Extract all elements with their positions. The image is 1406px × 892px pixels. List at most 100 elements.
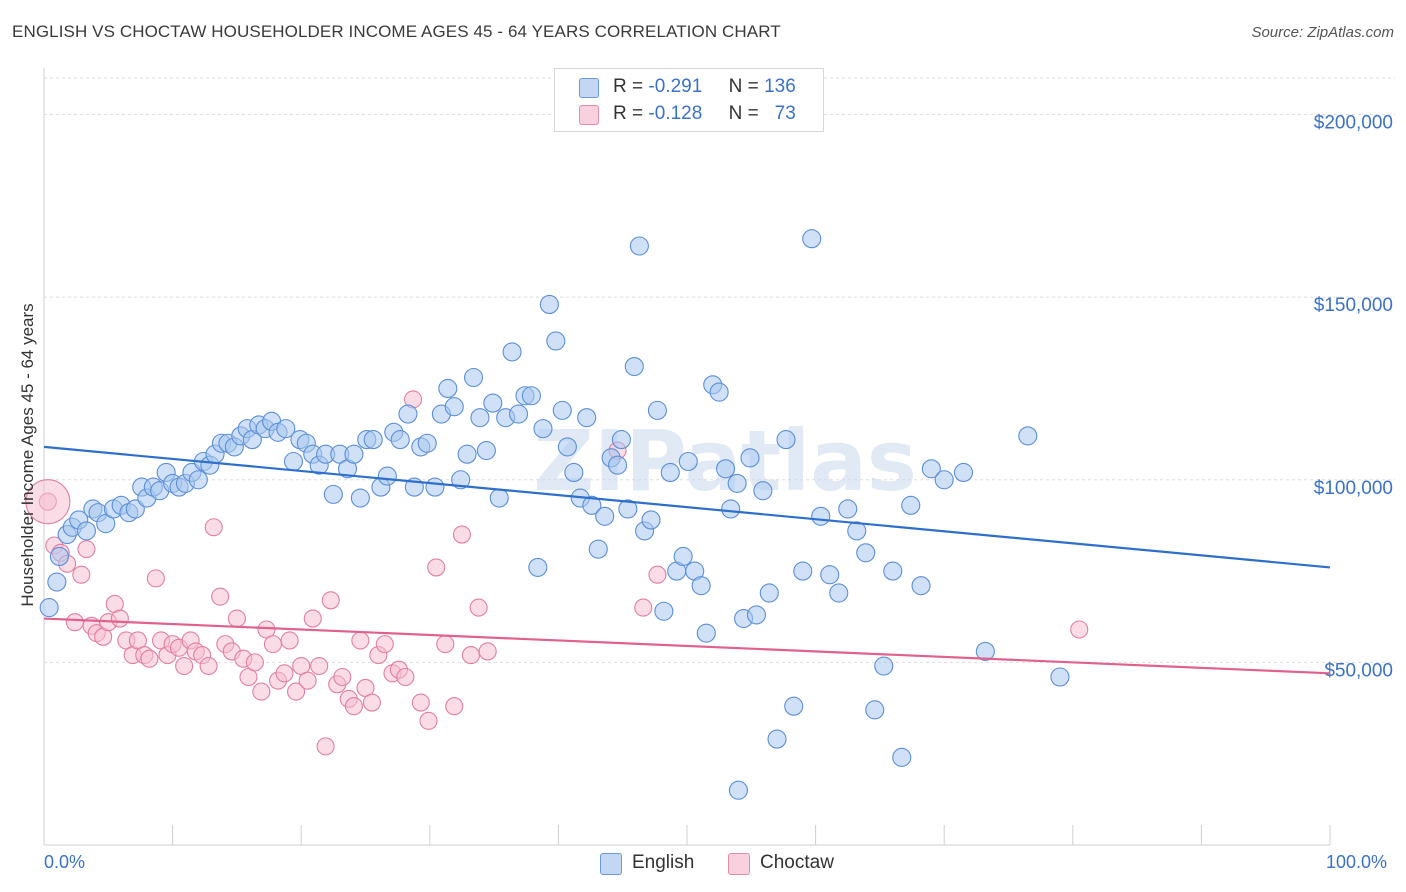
choctaw-point [275, 664, 294, 683]
english-point [363, 430, 383, 450]
english-point [521, 386, 541, 406]
stats-legend: R = -0.291 N = 136 R = -0.128 N = 73 [554, 68, 824, 132]
english-point [820, 565, 840, 585]
english-point [953, 462, 974, 483]
choctaw-point [419, 711, 438, 730]
english-point [892, 747, 912, 767]
english-point [425, 477, 445, 497]
english-point [582, 495, 602, 515]
english-point [502, 342, 522, 362]
english-legend-swatch [600, 853, 622, 875]
english-point [608, 455, 628, 475]
choctaw-point [321, 591, 340, 610]
english-point [417, 433, 437, 453]
english-point [647, 400, 667, 420]
r-label: R = [613, 76, 644, 97]
english-point [753, 481, 773, 501]
english-point [721, 499, 741, 519]
english-point [641, 510, 661, 530]
english-point [856, 543, 876, 563]
choctaw-point [227, 609, 246, 628]
gridlines [44, 77, 1395, 663]
english-point [746, 605, 766, 625]
choctaw-point [199, 656, 218, 676]
english-point [1018, 426, 1038, 446]
english-point [528, 557, 548, 577]
choctaw-point [362, 693, 381, 712]
choctaw-point [252, 682, 271, 701]
english-point [350, 488, 370, 508]
choctaw-point [478, 642, 497, 661]
english-point [691, 576, 711, 596]
choctaw-point [461, 646, 481, 665]
english-point [552, 400, 572, 420]
x-tick-label-min: 0.0% [44, 852, 86, 872]
english-point [546, 331, 566, 351]
english-swatch [579, 78, 599, 98]
y-tick-label: $50,000 [1324, 660, 1393, 681]
n-label: N = [728, 103, 759, 124]
series-legend: English Choctaw [0, 852, 1406, 878]
choctaw-point [110, 609, 129, 628]
n-value-choctaw: 73 [774, 103, 796, 124]
english-point [49, 546, 69, 567]
choctaw-legend-swatch [728, 853, 750, 875]
english-point [838, 499, 858, 519]
choctaw-point [65, 613, 84, 632]
english-point [776, 430, 796, 450]
legend-label-english: English [632, 852, 695, 873]
english-point [865, 700, 885, 720]
english-point [611, 430, 631, 450]
english-point [444, 397, 464, 417]
choctaw-point [648, 565, 667, 584]
english-point [911, 576, 931, 596]
choctaw-point [140, 649, 159, 668]
choctaw-point-large [25, 479, 71, 525]
choctaw-point [263, 635, 282, 654]
english-point [759, 583, 779, 603]
english-point [76, 521, 96, 541]
english-point [673, 546, 693, 567]
choctaw-point [411, 693, 430, 712]
y-tick-label: $150,000 [1314, 295, 1393, 316]
english-point [934, 470, 954, 490]
choctaw-point [280, 631, 299, 650]
choctaw-point [287, 682, 306, 701]
choctaw-swatch [579, 105, 599, 125]
english-point [727, 473, 747, 493]
choctaw-point [634, 598, 653, 617]
english-point [476, 440, 496, 461]
choctaw-point [469, 598, 488, 617]
english-point [883, 561, 903, 581]
english-point [557, 437, 577, 457]
trend-lines [43, 445, 1331, 675]
english-point [975, 641, 995, 661]
r-label: R = [613, 103, 644, 124]
choctaw-point [175, 656, 194, 676]
english-point [577, 408, 597, 428]
english-trend-line [43, 445, 1331, 569]
choctaw-point [445, 697, 464, 716]
english-point [874, 656, 894, 676]
english-point [624, 356, 644, 377]
english-point [323, 484, 343, 504]
english-point [457, 444, 477, 464]
english-point [829, 583, 849, 603]
english-point [390, 430, 410, 450]
axes [43, 68, 1331, 846]
legend-label-choctaw: Choctaw [760, 852, 834, 873]
english-point [283, 451, 304, 472]
english-point [728, 780, 748, 800]
english-point [463, 367, 484, 388]
english-point [618, 499, 638, 519]
english-point [784, 696, 804, 716]
r-value-choctaw: -0.128 [648, 103, 703, 124]
english-point [125, 499, 145, 519]
english-point [1050, 667, 1070, 687]
english-point [489, 488, 509, 508]
english-point [793, 561, 813, 581]
english-point [696, 623, 716, 643]
english-point [533, 419, 553, 439]
x-tick-label-max: 100.0% [1326, 852, 1388, 872]
english-point [716, 459, 736, 479]
